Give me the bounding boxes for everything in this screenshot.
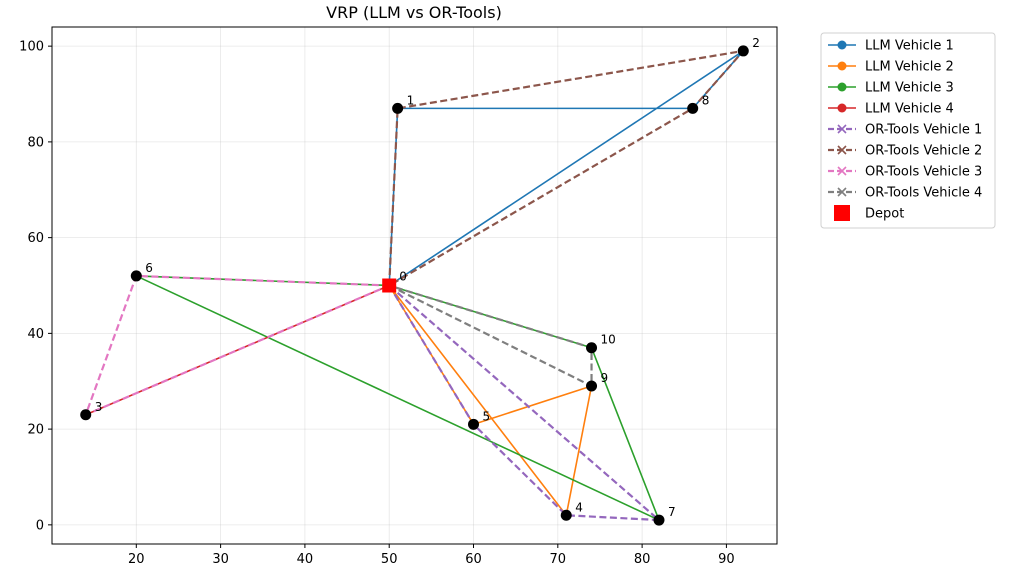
node-8-label: 8 — [702, 93, 710, 107]
depot-square — [382, 278, 397, 293]
x-tick-label: 20 — [128, 552, 145, 567]
route-7 — [84, 274, 390, 416]
node-8-marker — [687, 102, 699, 114]
legend-marker-6 — [837, 145, 847, 155]
route-5 — [388, 284, 661, 522]
x-tick-label: 30 — [212, 552, 229, 567]
x-tick-label: 50 — [381, 552, 398, 567]
node-5-label: 5 — [483, 409, 491, 423]
route-8 — [388, 284, 593, 388]
x-tick-label: 40 — [297, 552, 314, 567]
node-10-marker — [586, 342, 598, 354]
x-tick-label: 80 — [634, 552, 651, 567]
legend-label-1: LLM Vehicle 1 — [865, 39, 954, 54]
route-lines — [84, 49, 745, 522]
x-tick-label: 70 — [550, 552, 567, 567]
legend-box — [820, 32, 996, 229]
node-4-label: 4 — [575, 500, 583, 514]
legend-marker-2 — [837, 61, 847, 71]
legend-marker-8 — [837, 187, 847, 197]
node-9-label: 9 — [601, 371, 609, 385]
node-2-marker — [737, 45, 749, 57]
node-7-marker — [653, 514, 665, 526]
node-10-label: 10 — [601, 333, 616, 347]
node-7-label: 7 — [668, 505, 676, 519]
legend-label-2: LLM Vehicle 2 — [865, 60, 954, 75]
node-4-marker — [560, 509, 572, 521]
route-1 — [388, 50, 745, 287]
node-6-marker — [130, 270, 142, 282]
legend-label-3: LLM Vehicle 3 — [865, 81, 954, 96]
grid-lines — [52, 27, 777, 544]
legend-label-6: OR-Tools Vehicle 2 — [865, 144, 982, 159]
legend-marker-4 — [837, 103, 847, 113]
y-tick-label: 20 — [27, 423, 44, 438]
customer-nodes: 1 2 3 4 5 6 7 8 9 10 — [80, 36, 760, 526]
route-2 — [388, 285, 593, 517]
node-2-label: 2 — [752, 36, 760, 50]
legend-marker-7 — [837, 166, 847, 176]
y-tick-label: 80 — [27, 135, 44, 150]
x-tick-label: 60 — [465, 552, 482, 567]
legend-marker-1 — [837, 40, 847, 50]
node-5-marker — [468, 418, 480, 430]
node-1-label: 1 — [407, 93, 415, 107]
depot-label: 0 — [399, 270, 407, 284]
chart-title: VRP (LLM vs OR-Tools) — [326, 3, 502, 22]
y-tick-label: 0 — [36, 518, 44, 533]
legend-label-5: OR-Tools Vehicle 1 — [865, 123, 982, 138]
y-tick-label: 60 — [27, 231, 44, 246]
x-tick-label: 90 — [718, 552, 735, 567]
depot-marker: 0 — [382, 270, 407, 293]
node-3-marker — [80, 409, 92, 421]
route-3 — [135, 275, 660, 521]
legend-label-4: LLM Vehicle 4 — [865, 102, 954, 117]
y-tick-label: 100 — [19, 40, 44, 55]
node-6-label: 6 — [145, 261, 153, 275]
legend-label-7: OR-Tools Vehicle 3 — [865, 165, 982, 180]
legend-marker-3 — [837, 82, 847, 92]
legend-label-8: OR-Tools Vehicle 4 — [865, 186, 982, 201]
legend-depot-label: Depot — [865, 207, 904, 222]
node-3-label: 3 — [95, 400, 103, 414]
legend-depot-marker — [834, 205, 850, 221]
legend: LLM Vehicle 1 LLM Vehicle 2 LLM Vehicle 3 L… — [820, 32, 996, 229]
node-9-marker — [586, 380, 598, 392]
route-4 — [84, 284, 390, 416]
y-tick-label: 40 — [27, 327, 44, 342]
legend-marker-5 — [837, 124, 847, 134]
plot-frame — [51, 26, 778, 545]
node-1-marker — [392, 102, 404, 114]
